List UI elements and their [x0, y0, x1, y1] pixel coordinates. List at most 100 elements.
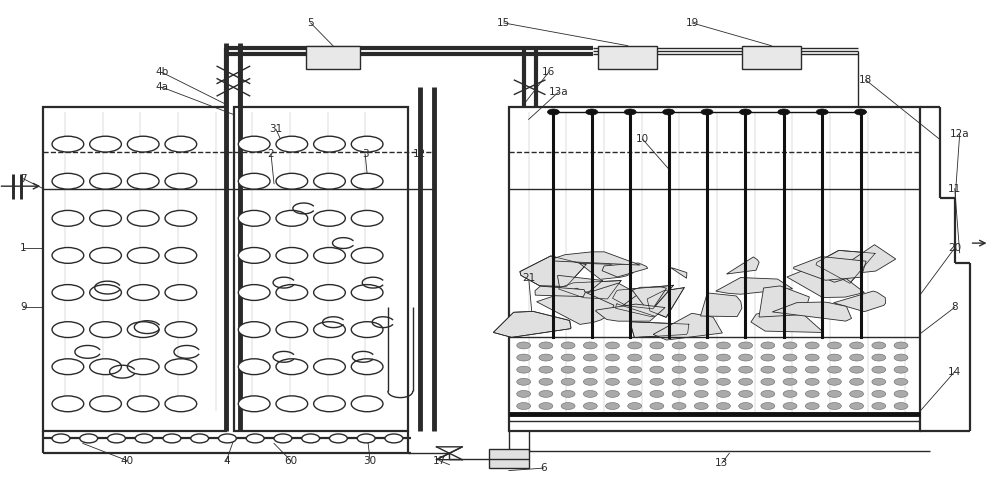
Circle shape	[850, 390, 864, 397]
Circle shape	[894, 366, 908, 373]
Circle shape	[717, 366, 730, 373]
Circle shape	[672, 403, 686, 410]
Circle shape	[694, 342, 708, 349]
Circle shape	[672, 378, 686, 385]
Circle shape	[739, 378, 753, 385]
Circle shape	[717, 390, 730, 397]
Circle shape	[517, 366, 531, 373]
Circle shape	[783, 366, 797, 373]
Circle shape	[108, 434, 125, 443]
Circle shape	[238, 322, 270, 337]
Circle shape	[628, 342, 642, 349]
Circle shape	[561, 342, 575, 349]
Circle shape	[539, 342, 553, 349]
Circle shape	[606, 378, 619, 385]
Circle shape	[650, 342, 664, 349]
Circle shape	[586, 109, 598, 115]
Circle shape	[52, 359, 84, 374]
Circle shape	[276, 173, 308, 189]
Text: 6: 6	[540, 463, 547, 473]
Circle shape	[314, 359, 345, 374]
Circle shape	[127, 359, 159, 374]
Circle shape	[276, 285, 308, 301]
Text: 1: 1	[20, 243, 27, 253]
Circle shape	[314, 322, 345, 337]
Text: 13: 13	[715, 458, 728, 468]
Circle shape	[606, 366, 619, 373]
Circle shape	[547, 109, 559, 115]
Circle shape	[135, 434, 153, 443]
Circle shape	[561, 366, 575, 373]
Circle shape	[165, 322, 197, 337]
Circle shape	[694, 390, 708, 397]
Circle shape	[127, 396, 159, 412]
Circle shape	[694, 378, 708, 385]
Circle shape	[872, 342, 886, 349]
Circle shape	[761, 366, 775, 373]
Circle shape	[701, 109, 713, 115]
Circle shape	[80, 434, 98, 443]
Circle shape	[672, 354, 686, 361]
Text: 2: 2	[268, 149, 274, 159]
Text: 20: 20	[948, 243, 961, 253]
Circle shape	[850, 342, 864, 349]
Circle shape	[314, 248, 345, 263]
Circle shape	[165, 359, 197, 374]
Circle shape	[739, 390, 753, 397]
Circle shape	[583, 378, 597, 385]
Text: 3: 3	[362, 149, 368, 159]
Bar	[234, 107, 408, 431]
Polygon shape	[520, 256, 586, 287]
Text: 31: 31	[269, 124, 283, 134]
Bar	[43, 107, 226, 431]
Circle shape	[761, 354, 775, 361]
Circle shape	[357, 434, 375, 443]
Polygon shape	[794, 256, 866, 280]
Circle shape	[165, 396, 197, 412]
Circle shape	[805, 342, 819, 349]
Circle shape	[583, 403, 597, 410]
Circle shape	[274, 434, 292, 443]
Circle shape	[739, 403, 753, 410]
Text: 15: 15	[497, 18, 511, 28]
Circle shape	[517, 390, 531, 397]
Circle shape	[90, 248, 121, 263]
Circle shape	[351, 285, 383, 301]
Circle shape	[165, 285, 197, 301]
Text: 5: 5	[307, 18, 314, 28]
Polygon shape	[751, 307, 824, 332]
Polygon shape	[555, 283, 638, 314]
Circle shape	[872, 403, 886, 410]
Circle shape	[827, 354, 841, 361]
Circle shape	[52, 248, 84, 263]
Text: 13a: 13a	[549, 87, 568, 97]
Circle shape	[850, 366, 864, 373]
Circle shape	[694, 403, 708, 410]
Circle shape	[872, 390, 886, 397]
Circle shape	[663, 109, 675, 115]
Circle shape	[583, 366, 597, 373]
Circle shape	[561, 390, 575, 397]
Polygon shape	[535, 286, 585, 297]
Circle shape	[90, 396, 121, 412]
Circle shape	[165, 136, 197, 152]
Circle shape	[850, 378, 864, 385]
Circle shape	[276, 396, 308, 412]
Polygon shape	[810, 262, 857, 282]
Polygon shape	[671, 268, 687, 278]
Circle shape	[52, 173, 84, 189]
Circle shape	[783, 354, 797, 361]
Circle shape	[52, 136, 84, 152]
Circle shape	[827, 342, 841, 349]
Circle shape	[606, 354, 619, 361]
Text: 21: 21	[522, 273, 535, 283]
Polygon shape	[759, 286, 809, 317]
Circle shape	[761, 403, 775, 410]
Circle shape	[314, 285, 345, 301]
Circle shape	[238, 359, 270, 374]
Circle shape	[52, 285, 84, 301]
Circle shape	[329, 434, 347, 443]
Circle shape	[783, 378, 797, 385]
Bar	[306, 46, 360, 69]
Circle shape	[539, 354, 553, 361]
